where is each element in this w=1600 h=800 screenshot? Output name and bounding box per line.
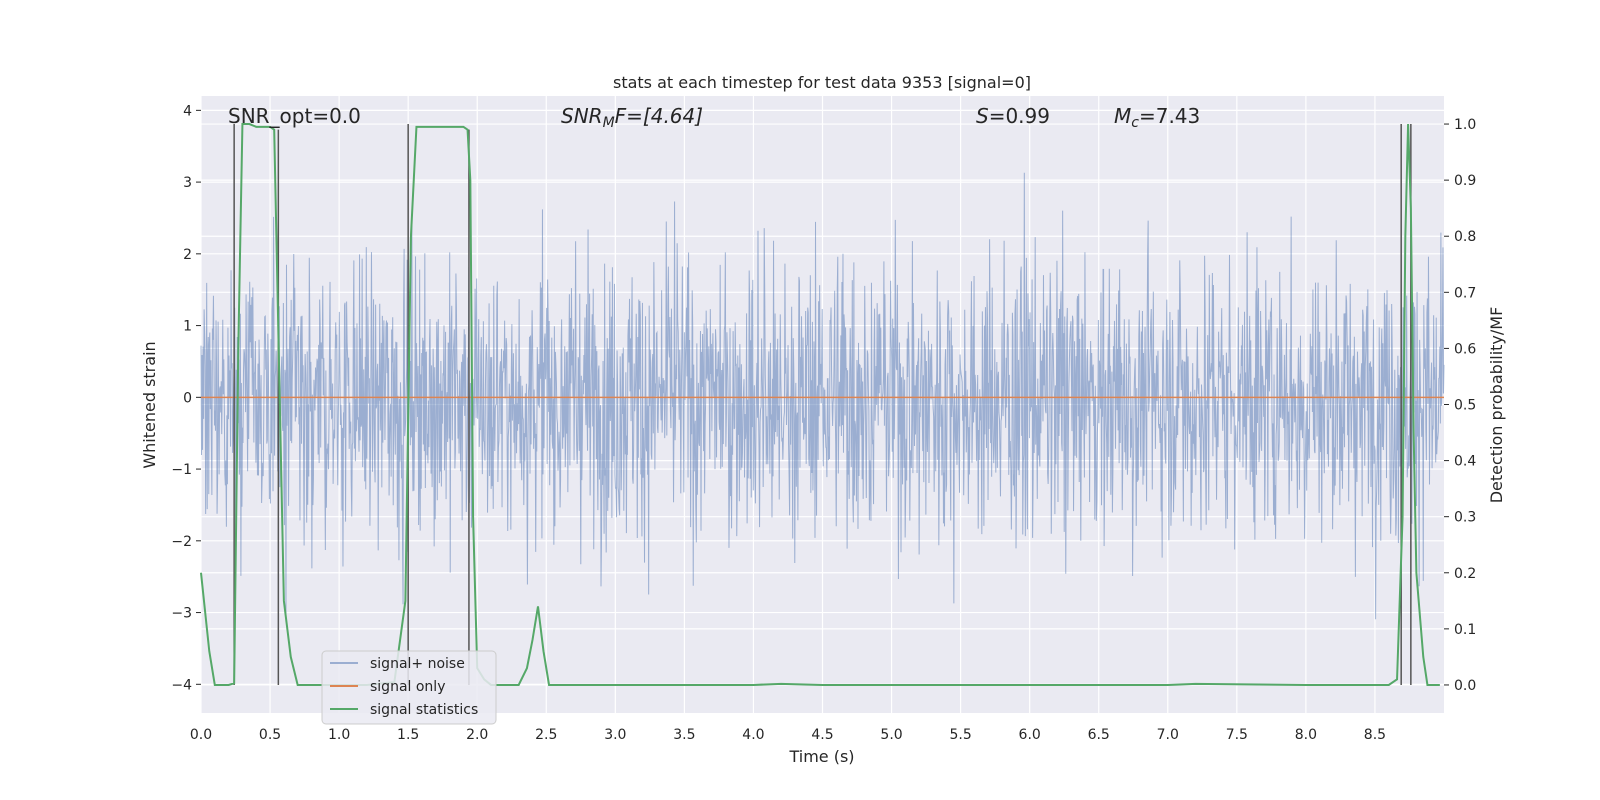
x-tick-label-8: 4.0 <box>742 727 764 743</box>
mc-sub: c <box>1131 115 1139 131</box>
yl-tick-label-4: 0 <box>183 390 192 406</box>
legend-label-signal-statistics: signal statistics <box>370 702 478 718</box>
legend-label-signal-only: signal only <box>370 679 445 695</box>
yr-tick-label-10: 1.0 <box>1454 117 1476 133</box>
legend: signal+ noise signal only signal statist… <box>321 650 497 725</box>
x-axis-label: Time (s) <box>788 747 854 766</box>
mc-value: =7.43 <box>1139 104 1200 128</box>
y-right-axis: 0.0 0.1 0.2 0.3 0.4 0.5 0.6 0.7 0.8 0.9 1.0 <box>1444 117 1476 694</box>
x-tick-label-15: 7.5 <box>1226 727 1248 743</box>
annotation-mc: Mc=7.43 <box>1114 104 1200 131</box>
yr-tick-label-5: 0.5 <box>1454 398 1476 414</box>
snr-mf-sub: M <box>603 115 615 131</box>
s-label: S <box>976 104 989 128</box>
yl-tick-label-8: 4 <box>183 103 192 119</box>
x-tick-label-3: 1.5 <box>397 727 419 743</box>
x-axis: 0.0 0.5 1.0 1.5 2.0 2.5 3.0 3.5 4.0 4.5 5.0 5.5 6.0 6… <box>190 727 1386 743</box>
x-tick-label-9: 4.5 <box>811 727 833 743</box>
yl-tick-label-3: −1 <box>171 462 192 478</box>
yl-tick-label-6: 2 <box>183 247 192 263</box>
y-left-axis: −4 −3 −2 −1 0 1 2 3 4 <box>171 103 201 693</box>
y-right-axis-label: Detection probability/MF <box>1487 307 1506 504</box>
x-tick-label-4: 2.0 <box>466 727 488 743</box>
snr-mf-base: SNR <box>561 104 603 128</box>
yl-tick-label-7: 3 <box>183 175 192 191</box>
x-tick-label-11: 5.5 <box>949 727 971 743</box>
annotation-snr-opt: SNR_opt=0.0 <box>228 104 361 128</box>
x-tick-label-10: 5.0 <box>880 727 902 743</box>
yr-tick-label-3: 0.3 <box>1454 510 1476 526</box>
yr-tick-label-7: 0.7 <box>1454 285 1476 301</box>
annotation-snr-mf: SNRMF=[4.64] <box>561 104 703 131</box>
x-tick-label-2: 1.0 <box>328 727 350 743</box>
x-tick-label-1: 0.5 <box>259 727 281 743</box>
yl-tick-label-1: −3 <box>171 606 192 622</box>
x-tick-label-13: 6.5 <box>1088 727 1110 743</box>
x-tick-label-12: 6.0 <box>1019 727 1041 743</box>
snr-mf-rest: F=[4.64] <box>615 104 703 128</box>
yr-tick-label-6: 0.6 <box>1454 341 1476 357</box>
mc-base: M <box>1114 104 1131 128</box>
x-tick-label-17: 8.5 <box>1364 727 1386 743</box>
s-value: =0.99 <box>989 104 1050 128</box>
yr-tick-label-9: 0.9 <box>1454 173 1476 189</box>
y-left-axis-label: Whitened strain <box>140 341 159 468</box>
legend-box <box>321 650 497 725</box>
annotation-s: S=0.99 <box>976 104 1050 128</box>
yl-tick-label-5: 1 <box>183 319 192 335</box>
x-tick-label-0: 0.0 <box>190 727 212 743</box>
yr-tick-label-8: 0.8 <box>1454 229 1476 245</box>
x-tick-label-6: 3.0 <box>604 727 626 743</box>
yl-tick-label-2: −2 <box>171 534 192 550</box>
x-tick-label-16: 8.0 <box>1295 727 1317 743</box>
x-tick-label-14: 7.0 <box>1157 727 1179 743</box>
x-tick-label-7: 3.5 <box>673 727 695 743</box>
yr-tick-label-4: 0.4 <box>1454 454 1476 470</box>
legend-label-signal-noise: signal+ noise <box>370 656 465 672</box>
yl-tick-label-0: −4 <box>171 677 192 693</box>
yr-tick-label-0: 0.0 <box>1454 678 1476 694</box>
yr-tick-label-1: 0.1 <box>1454 622 1476 638</box>
chart-title: stats at each timestep for test data 935… <box>613 73 1031 92</box>
x-tick-label-5: 2.5 <box>535 727 557 743</box>
yr-tick-label-2: 0.2 <box>1454 566 1476 582</box>
